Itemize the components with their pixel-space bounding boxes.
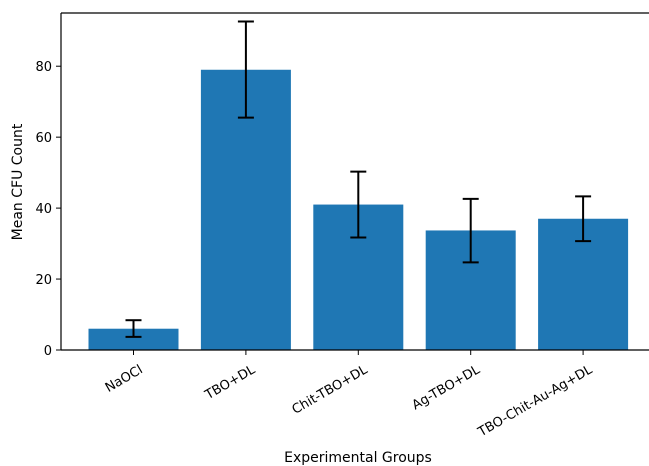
bar [88,328,179,350]
error-bar [350,170,367,239]
y-tick-label: 60 [35,131,52,146]
error-bar [237,20,254,119]
bars-layer [88,69,629,350]
y-tick-label: 0 [44,344,52,359]
y-tick-label: 40 [35,202,52,217]
y-tick-label: 80 [35,60,52,75]
error-bar [462,197,479,264]
y-tick-label: 20 [35,273,52,288]
x-axis-label: Experimental Groups [284,450,432,466]
error-bars-layer [125,20,592,338]
error-bar [125,319,142,338]
error-bar [575,195,592,243]
axes-layer [60,12,649,351]
y-axis-label: Mean CFU Count [10,123,26,240]
